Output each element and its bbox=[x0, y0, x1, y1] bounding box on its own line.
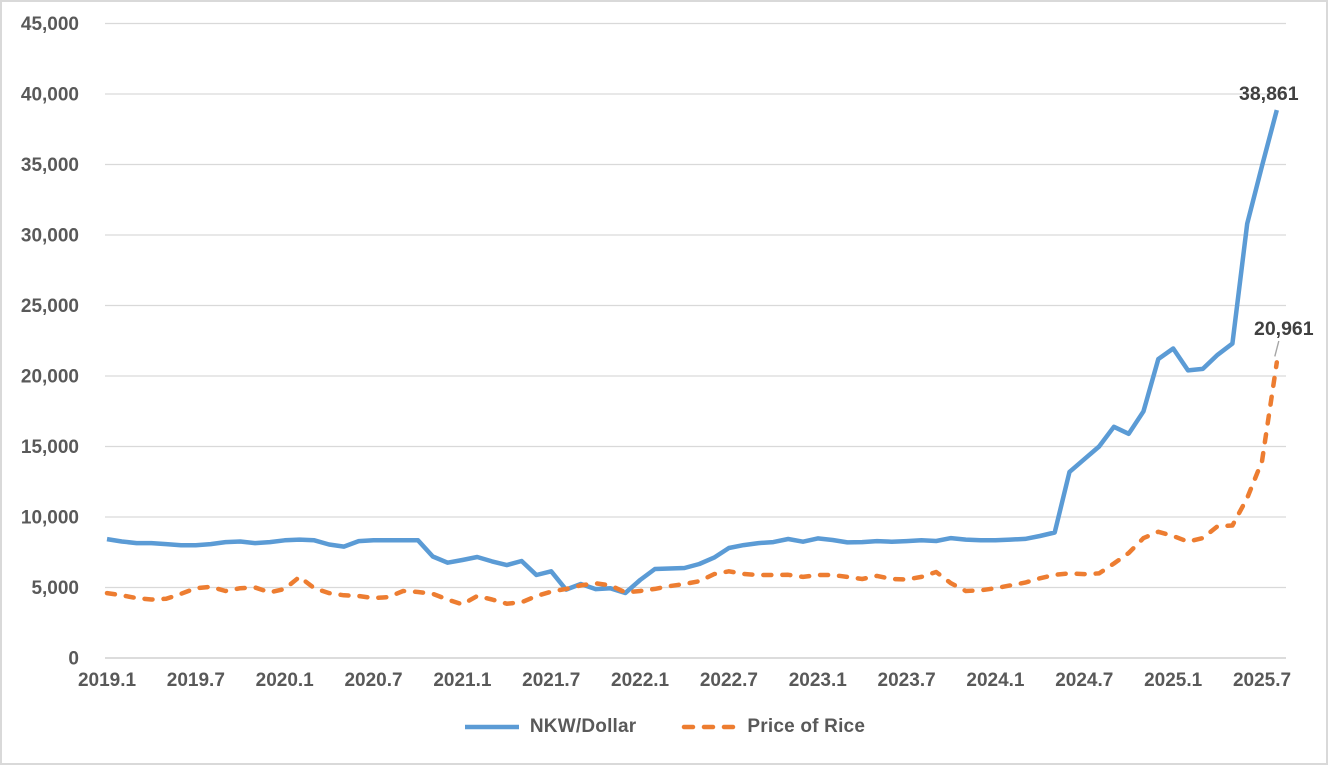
series-line-nkw-dollar bbox=[106, 109, 1279, 596]
x-tick-label: 2020.1 bbox=[256, 670, 315, 691]
x-tick-label: 2022.7 bbox=[700, 670, 758, 691]
x-tick-label: 2019.1 bbox=[78, 670, 137, 691]
data-label-price-of-rice-end: 20,961 bbox=[1254, 318, 1314, 340]
x-tick-label: 2020.7 bbox=[344, 670, 402, 691]
chart-legend: NKW/Dollar Price of Rice bbox=[2, 716, 1326, 738]
leader-line-price-of-rice bbox=[1274, 340, 1280, 357]
x-tick-label: 2024.1 bbox=[966, 670, 1025, 691]
legend-item-price-of-rice: Price of Rice bbox=[680, 716, 865, 738]
y-tick-label: 10,000 bbox=[21, 508, 79, 529]
x-tick-label: 2021.1 bbox=[433, 670, 492, 691]
data-label-nkw-dollar-end: 38,861 bbox=[1239, 83, 1299, 105]
x-tick-label: 2022.1 bbox=[611, 670, 670, 691]
legend-swatch-dashed-line bbox=[682, 724, 739, 730]
y-tick-label: 5,000 bbox=[31, 578, 79, 599]
y-tick-label: 45,000 bbox=[21, 14, 79, 35]
legend-label-nkw-dollar: NKW/Dollar bbox=[529, 716, 637, 737]
y-tick-label: 20,000 bbox=[21, 367, 79, 388]
x-tick-label: 2024.7 bbox=[1055, 670, 1113, 691]
legend-item-nkw-dollar: NKW/Dollar bbox=[463, 716, 637, 738]
y-tick-label: 40,000 bbox=[21, 85, 79, 106]
x-tick-label: 2025.1 bbox=[1144, 670, 1203, 691]
x-tick-label: 2025.7 bbox=[1233, 670, 1291, 691]
y-tick-label: 35,000 bbox=[21, 155, 79, 176]
x-axis-labels: 2019.1 2019.7 2020.1 2020.7 2021.1 2021.7 2022… bbox=[78, 670, 1291, 691]
series-line-price-of-rice bbox=[104, 360, 1280, 607]
legend-label-price-of-rice: Price of Rice bbox=[747, 716, 866, 737]
x-tick-label: 2023.7 bbox=[878, 670, 936, 691]
legend-swatch-solid-line bbox=[464, 724, 519, 730]
y-tick-label: 25,000 bbox=[21, 296, 79, 317]
gridlines bbox=[105, 22, 1286, 659]
x-tick-label: 2019.7 bbox=[167, 670, 225, 691]
y-tick-label: 15,000 bbox=[21, 437, 79, 458]
y-tick-label: 0 bbox=[68, 649, 79, 670]
x-tick-label: 2021.7 bbox=[522, 670, 580, 691]
y-tick-label: 30,000 bbox=[21, 226, 79, 247]
x-tick-label: 2023.1 bbox=[789, 670, 848, 691]
y-axis-labels: 0 5,000 10,000 15,000 20,000 25,000 30,000 35,0… bbox=[21, 14, 79, 670]
